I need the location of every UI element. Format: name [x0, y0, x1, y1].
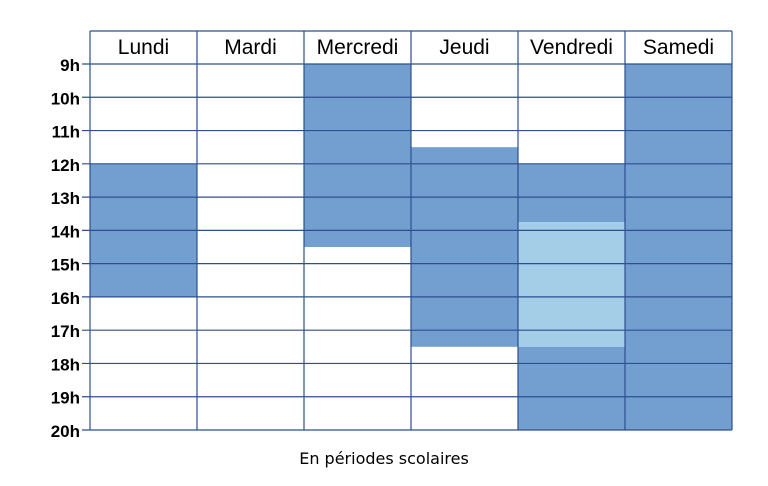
hour-label: 17h — [51, 322, 80, 341]
day-headers: Lundi Mardi Mercredi Jeudi Vendredi Samedi — [118, 36, 714, 59]
time-block-vendredi — [518, 222, 625, 347]
time-block-samedi — [625, 64, 732, 430]
day-header-vendredi: Vendredi — [530, 36, 613, 59]
day-header-jeudi: Jeudi — [439, 36, 489, 59]
time-blocks — [90, 64, 732, 430]
hour-label: 16h — [51, 289, 80, 308]
hour-label: 9h — [60, 56, 80, 75]
day-header-mercredi: Mercredi — [317, 36, 399, 59]
hour-label: 20h — [51, 422, 80, 441]
day-header-mardi: Mardi — [224, 36, 277, 59]
hour-label: 15h — [51, 256, 80, 275]
hour-label: 10h — [51, 89, 80, 108]
hour-label: 12h — [51, 156, 80, 175]
time-block-vendredi — [518, 163, 625, 223]
hour-label: 11h — [52, 123, 80, 142]
day-header-lundi: Lundi — [118, 36, 169, 59]
hour-label: 13h — [51, 189, 80, 208]
time-block-vendredi — [518, 346, 625, 430]
time-block-jeudi — [411, 147, 518, 347]
hour-labels: 9h 10h 11h 12h 13h 14h 15h 16h 17h 18h 19h 20h — [51, 56, 80, 441]
time-block-mercredi — [304, 64, 411, 247]
hour-label: 18h — [51, 355, 80, 374]
schedule-caption: En périodes scolaires — [299, 449, 469, 468]
hour-label: 14h — [51, 222, 80, 241]
hour-label: 19h — [51, 389, 80, 408]
grid-lines — [82, 30, 733, 431]
day-header-samedi: Samedi — [643, 36, 714, 59]
